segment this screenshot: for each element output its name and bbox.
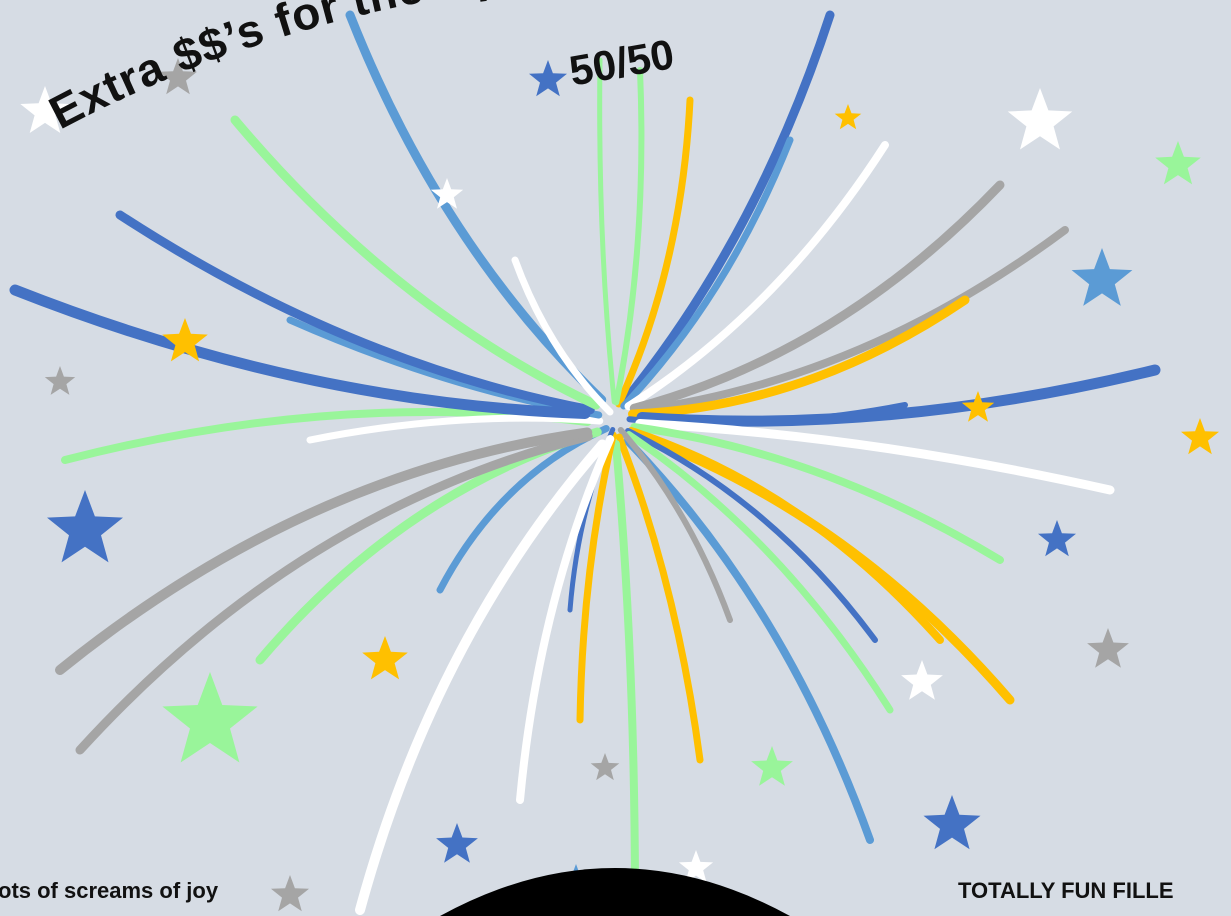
star-icon (430, 178, 464, 209)
firework-ray (629, 180, 1005, 413)
firework-ray (635, 419, 1115, 495)
firework-ray (355, 439, 608, 915)
firework-burst-icon (9, 10, 1161, 915)
firework-ray (511, 256, 614, 416)
star-icon (20, 86, 70, 133)
star-icon (1181, 418, 1219, 455)
star-icon (1087, 628, 1129, 668)
firework-ray (612, 440, 639, 904)
star-icon (923, 795, 981, 850)
firework-ray (621, 10, 835, 405)
firework-ray (230, 115, 601, 410)
star-icon (362, 636, 408, 680)
firework-ray (624, 141, 889, 411)
star-icon (162, 672, 258, 763)
caption-right: TOTALLY FUN FILLE (958, 878, 1174, 903)
star-icon (751, 746, 793, 786)
firework-ray (516, 435, 615, 804)
firework-ray (623, 437, 874, 844)
firework-ray (615, 96, 694, 408)
star-icon (47, 490, 123, 563)
firework-ray (576, 431, 617, 724)
firework-ray (613, 67, 645, 406)
star-icon (590, 753, 620, 781)
firework-ray (115, 210, 595, 415)
firework-ray (615, 433, 704, 764)
star-icon (271, 875, 309, 912)
firework-ray (620, 136, 794, 410)
firework-ray (597, 57, 617, 405)
star-icon (834, 104, 862, 130)
star-icon (44, 366, 76, 395)
mortar-dome (440, 868, 790, 916)
stars-layer (20, 58, 1219, 912)
star-icon (1038, 520, 1076, 557)
star-icon (162, 318, 208, 362)
firework-ray (9, 284, 591, 419)
star-icon (1071, 248, 1133, 306)
headline-text-path: Extra $$’s for the Oppor (41, 0, 582, 139)
firework-ray (633, 226, 1069, 415)
firework-ray (627, 427, 944, 644)
star-icon (159, 58, 197, 95)
firework-ray (625, 428, 878, 643)
star-icon (961, 391, 995, 422)
star-icon (436, 823, 478, 863)
star-icon (1007, 88, 1073, 150)
star-icon (1155, 141, 1201, 185)
firework-ray (345, 10, 607, 405)
firework-ray (617, 427, 733, 623)
firework-ray (75, 432, 593, 755)
firework-ray (55, 427, 593, 675)
firework-ray (630, 423, 1004, 564)
star-icon (529, 60, 567, 97)
caption-left: ots of screams of joy (0, 878, 219, 903)
firework-ray (306, 414, 604, 444)
firework-ray (625, 431, 894, 714)
headline-arched-text: Extra $$’s for the Oppor (41, 0, 583, 139)
star-icon (678, 850, 714, 883)
star-icon (901, 660, 943, 700)
firework-ray (628, 295, 970, 419)
